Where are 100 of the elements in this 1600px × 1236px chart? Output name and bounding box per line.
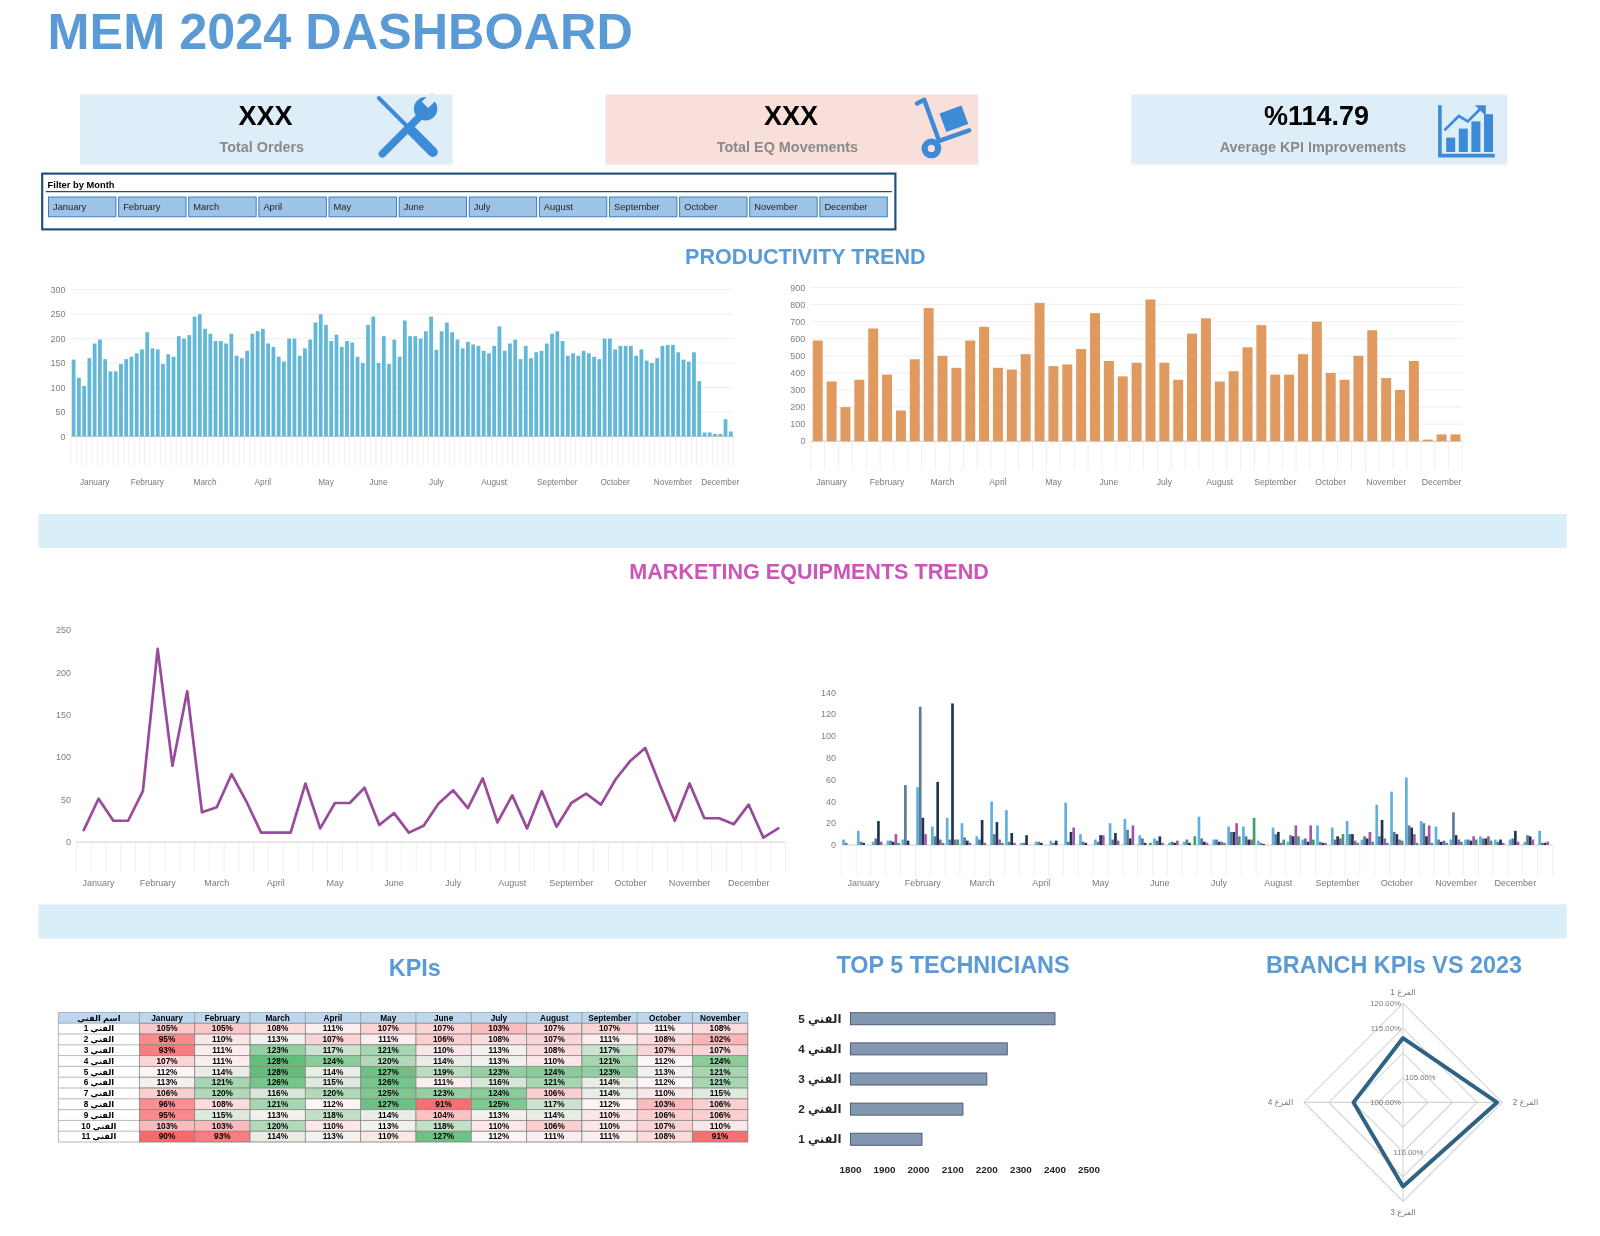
data-label: 106% <box>543 1089 566 1099</box>
text: MEM 2024 DASHBOARD <box>47 3 633 61</box>
text: Total Orders <box>219 139 305 155</box>
data-label: 91% <box>435 1100 453 1110</box>
bar <box>901 839 905 845</box>
bar <box>1430 842 1434 845</box>
data-label: 110% <box>322 1121 344 1131</box>
data-label: 114% <box>543 1110 566 1120</box>
data-label: 95% <box>158 1035 176 1045</box>
bar <box>951 703 954 845</box>
x-tick-label: July <box>1211 878 1228 889</box>
data-label: 115% <box>709 1089 732 1099</box>
data-label: 114% <box>599 1089 621 1099</box>
data-label: 113% <box>488 1046 510 1056</box>
bar <box>1126 829 1129 845</box>
bar <box>1309 825 1312 845</box>
x-tick-label: February <box>204 1013 241 1023</box>
data-label: 125% <box>488 1100 511 1110</box>
data-label: 113% <box>654 1067 676 1077</box>
bar <box>1405 777 1408 845</box>
y-tick-label: الفني 5 <box>83 1067 115 1077</box>
data-label: 106% <box>654 1110 677 1120</box>
data-label: 108% <box>543 1046 566 1056</box>
data-label: 121% <box>709 1078 732 1088</box>
x-tick-label: August <box>481 478 508 487</box>
text: May <box>333 202 352 213</box>
y-tick-label: الفني 11 <box>81 1132 117 1142</box>
data-label: 111% <box>212 1046 234 1056</box>
data-label: 111% <box>433 1078 455 1088</box>
x-tick-label: November <box>1366 477 1407 487</box>
x-tick-label: July <box>1156 477 1173 487</box>
text: August <box>543 202 574 213</box>
y-tick-label: 60 <box>825 774 836 785</box>
bar <box>1449 839 1453 845</box>
bar <box>826 381 837 442</box>
bar <box>936 781 940 845</box>
x-tick-label: October <box>1380 878 1413 889</box>
data-label: 111% <box>378 1035 400 1045</box>
data-label: 111% <box>599 1132 621 1142</box>
bar <box>895 410 906 442</box>
data-label: 105% <box>156 1024 179 1034</box>
y-tick-label: 50 <box>60 794 71 805</box>
bar <box>1367 330 1378 442</box>
data-label: 103% <box>488 1024 511 1034</box>
x-tick-label: March <box>969 878 995 889</box>
bar <box>979 326 990 442</box>
bar <box>1159 362 1170 442</box>
x-tick-label: 2400 <box>1044 1163 1067 1175</box>
data-label: 111% <box>654 1024 676 1034</box>
y-tick-label: 800 <box>790 299 806 310</box>
data-label: 108% <box>488 1035 511 1045</box>
y-tick-label: 120 <box>820 709 836 720</box>
y-tick-label: الفني 5 <box>798 1011 842 1026</box>
x-tick-label: December <box>727 878 770 889</box>
data-label: 110% <box>654 1089 676 1099</box>
bar <box>1193 836 1197 845</box>
data-label: 120% <box>267 1121 289 1131</box>
x-tick-label: July <box>445 878 462 889</box>
y-tick-label: 200 <box>55 667 71 678</box>
spoke-label: الفرع 2 <box>1512 1098 1539 1108</box>
data-label: 112% <box>654 1056 676 1066</box>
x-tick-label: May <box>1045 477 1063 487</box>
bar <box>924 834 927 845</box>
bar <box>1390 791 1393 845</box>
data-label: 107% <box>322 1035 345 1045</box>
bar <box>1375 804 1379 845</box>
y-tick-label: 250 <box>55 625 71 636</box>
chart-title: MARKETING EQUIPMENTS TREND <box>629 558 989 584</box>
y-tick-label: 40 <box>825 796 836 807</box>
y-tick-label: 0 <box>60 431 66 442</box>
x-tick-label: May <box>318 478 335 487</box>
data-label: 107% <box>377 1024 400 1034</box>
data-label: 120% <box>211 1089 234 1099</box>
text: June <box>403 202 424 213</box>
data-label: 106% <box>433 1035 455 1045</box>
bar <box>931 826 934 845</box>
bar <box>909 359 920 442</box>
x-tick-label: April <box>989 477 1007 487</box>
bar <box>1076 349 1087 442</box>
x-tick-label: February <box>904 878 942 889</box>
data-label: 111% <box>322 1024 344 1034</box>
data-label: 107% <box>598 1024 621 1034</box>
text: Total EQ Movements <box>716 139 859 155</box>
data-label: 110% <box>599 1110 621 1120</box>
bar <box>1408 360 1419 442</box>
bar <box>1111 839 1115 845</box>
x-tick-label: August <box>1264 878 1293 889</box>
y-tick-label: 20 <box>825 818 836 829</box>
y-tick-label: الفني 9 <box>83 1110 115 1120</box>
bar <box>923 308 934 442</box>
x-tick-label: 1800 <box>839 1163 862 1175</box>
data-label: 117% <box>543 1100 566 1110</box>
text: July <box>473 202 491 213</box>
bar <box>948 839 952 845</box>
y-tick-label: الفني 1 <box>798 1132 842 1147</box>
data-label: 110% <box>709 1121 732 1131</box>
y-tick-label: الفني 4 <box>798 1041 842 1056</box>
data-label: 123% <box>598 1067 621 1077</box>
data-label: 90% <box>158 1132 176 1142</box>
bar <box>1090 313 1100 442</box>
